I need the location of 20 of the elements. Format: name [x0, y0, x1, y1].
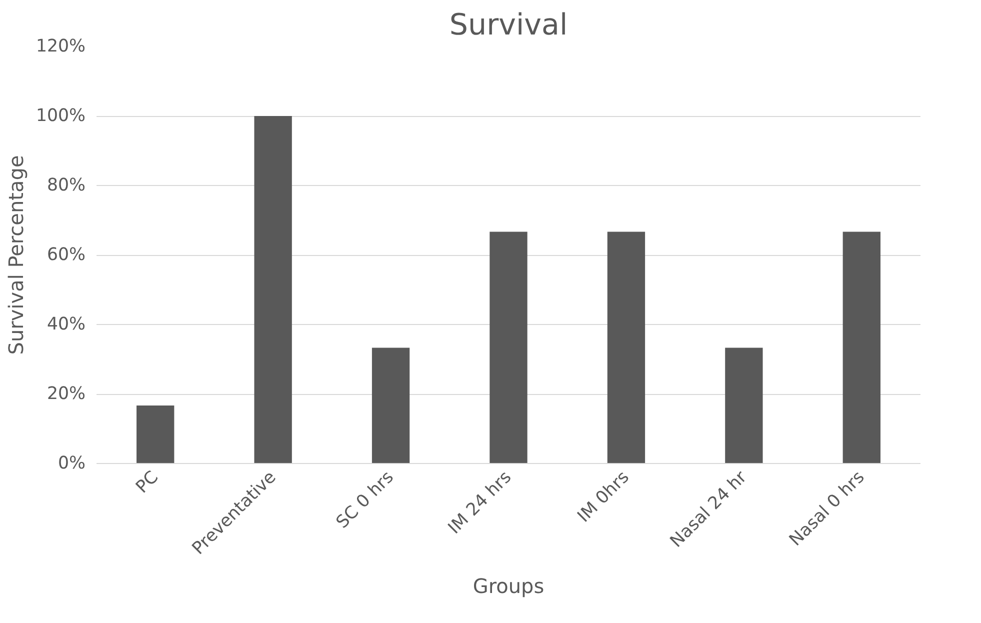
bar: [725, 348, 763, 464]
bar: [136, 405, 174, 464]
y-tick-label: 100%: [36, 106, 86, 126]
x-tick-label: IM 24 hrs: [444, 467, 516, 538]
bar: [842, 232, 880, 464]
bar: [490, 232, 528, 464]
y-tick-label: 40%: [46, 314, 86, 334]
bar: [254, 116, 292, 464]
bar: [607, 232, 646, 464]
chart-title: Survival: [449, 8, 568, 42]
x-tick-label: SC 0 hrs: [332, 467, 398, 533]
y-tick-label: 20%: [46, 384, 86, 404]
y-axis-title: Survival Percentage: [4, 155, 28, 355]
y-tick-label: 60%: [46, 245, 86, 265]
y-tick-label: 80%: [46, 176, 86, 196]
bar: [372, 348, 410, 464]
x-tick-label: PC: [132, 467, 162, 498]
y-tick-label: 120%: [36, 36, 86, 56]
x-axis-title: Groups: [472, 574, 544, 598]
y-tick-label: 0%: [58, 454, 86, 474]
